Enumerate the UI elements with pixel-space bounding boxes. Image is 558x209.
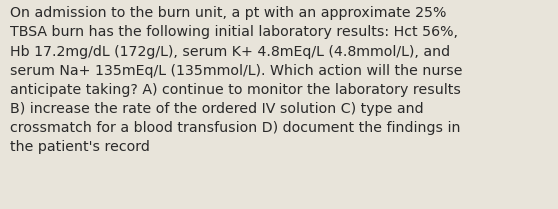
Text: On admission to the burn unit, a pt with an approximate 25%
TBSA burn has the fo: On admission to the burn unit, a pt with… [10,6,463,154]
